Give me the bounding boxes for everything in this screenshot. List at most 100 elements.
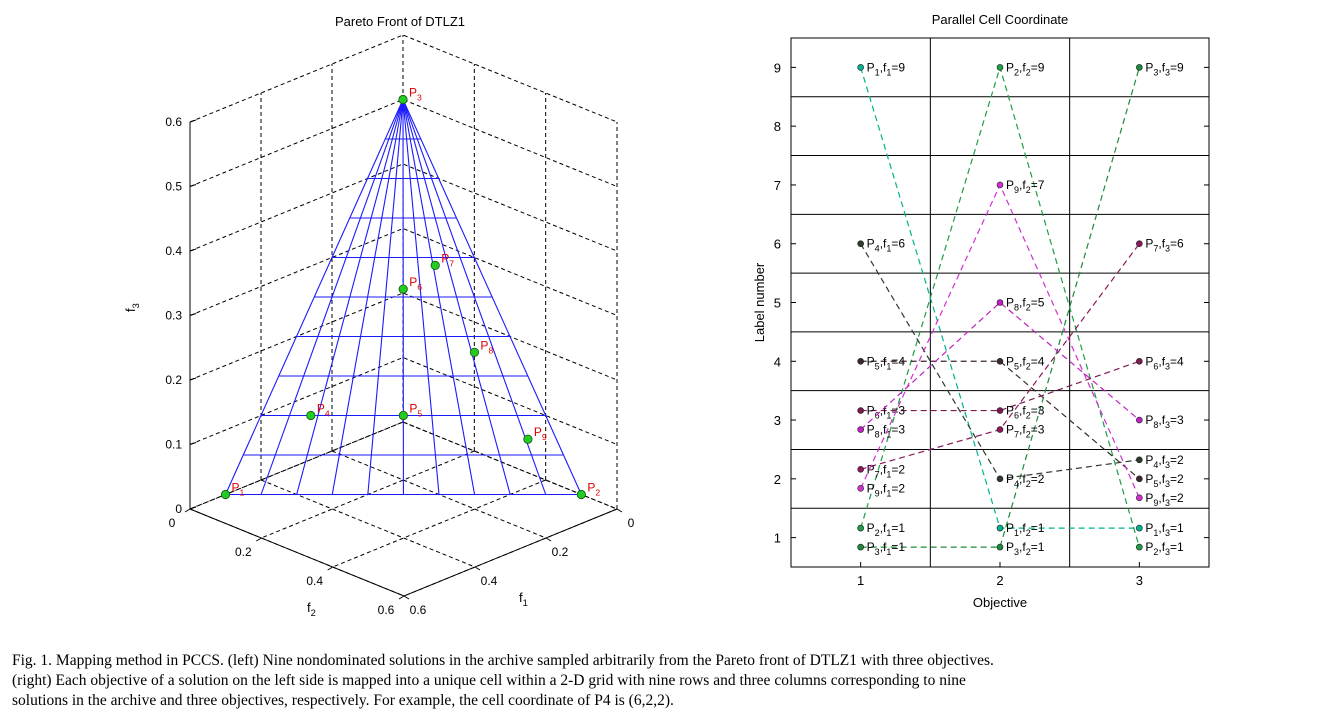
series-point-p6 [857, 407, 864, 414]
x-axis-label: Objective [973, 595, 1027, 610]
series-point-p4 [1136, 456, 1143, 464]
pareto-point-p2 [576, 489, 586, 500]
series-point-p9 [1136, 494, 1143, 502]
mesh-line [260, 99, 404, 495]
series-line-p9 [860, 183, 1140, 499]
series-label-p5: P5,f2=4 [1006, 354, 1045, 371]
pareto-point-label-p7: P7 [441, 251, 454, 268]
pareto-point-p6 [398, 284, 408, 294]
f1-tick-label: 0 [628, 516, 635, 530]
series-point-p4 [996, 475, 1004, 483]
series-point-p5 [857, 357, 864, 365]
y-tick-label: 2 [774, 472, 781, 487]
y-tick-label: 8 [774, 119, 781, 134]
series-label-p7: P7,f1=2 [867, 462, 906, 479]
y-tick-label: 4 [774, 354, 781, 369]
series-point-p9 [996, 181, 1004, 189]
series-line-p3 [860, 67, 1140, 548]
series-point-p2 [996, 64, 1004, 71]
series-label-p5: P5,f3=2 [1145, 472, 1184, 489]
series-point-p6 [996, 407, 1004, 414]
pareto-front-chart: Pareto Front of DTLZ1 0 0.1 0.2 0.3 0.4 0.5 0.6… [123, 14, 635, 618]
series-label-p6: P6,f2=3 [1006, 404, 1045, 421]
caption-line-1: Fig. 1. Mapping method in PCCS. (left) N… [12, 652, 994, 669]
series-label-p3: P3,f1=1 [867, 540, 906, 557]
series-label-p3: P3,f2=1 [1006, 540, 1045, 557]
pareto-point-label-p6: P6 [409, 275, 422, 292]
mesh-line [402, 99, 511, 495]
f1-tick [616, 508, 623, 513]
series-point-p5 [1136, 475, 1143, 483]
mesh-line [402, 99, 476, 495]
pareto-point-label-p4: P4 [317, 402, 330, 419]
series-point-p6 [1136, 357, 1143, 365]
series-label-p6: P6,f3=4 [1145, 354, 1184, 371]
right-chart-title: Parallel Cell Coordinate [932, 12, 1069, 27]
mesh-line [331, 99, 404, 495]
series-label-p7: P7,f2=3 [1006, 423, 1045, 440]
f2-tick [398, 595, 405, 600]
series-point-p4 [857, 240, 864, 248]
pareto-point-p7 [430, 260, 440, 270]
f1-axis-label: f1 [519, 590, 528, 608]
z-tick [189, 442, 197, 445]
f1-tick-label: 0.6 [410, 603, 427, 617]
mesh-line [367, 99, 404, 495]
series-label-p2: P2,f1=1 [867, 521, 906, 538]
series-label-p8: P8,f3=3 [1145, 413, 1184, 430]
pareto-point-label-p3: P3 [409, 86, 422, 103]
series-point-p7 [1136, 240, 1143, 248]
z-tick-label: 0.1 [165, 438, 182, 452]
y-tick-label: 1 [774, 531, 781, 546]
z-tick-label: 0 [175, 502, 182, 516]
f1-tick [403, 595, 410, 600]
f2-tick-label: 0.4 [306, 574, 323, 588]
pareto-surface-mesh [224, 99, 582, 496]
series-point-p9 [857, 485, 864, 492]
y-tick-label: 5 [774, 296, 781, 311]
z-tick [189, 184, 197, 187]
pareto-point-label-p2: P2 [587, 481, 600, 498]
pareto-point-label-p5: P5 [409, 402, 422, 419]
series-point-p1 [996, 524, 1004, 532]
series-point-p3 [1136, 64, 1143, 71]
f1-tick [474, 566, 481, 571]
f2-axis-label: f2 [307, 600, 316, 618]
series-label-p4: P4,f3=2 [1145, 453, 1184, 470]
z-tick-label: 0.5 [165, 180, 182, 194]
series-label-p2: P2,f2=9 [1006, 60, 1045, 77]
series-point-p8 [857, 426, 864, 433]
y-tick-label: 6 [774, 237, 781, 252]
z-tick-label: 0.4 [165, 244, 182, 258]
f2-tick-label: 0.2 [235, 545, 252, 559]
series-label-p8: P8,f2=5 [1006, 296, 1045, 313]
y-tick-label: 9 [774, 60, 781, 75]
pareto-point-p9 [523, 434, 533, 444]
pareto-point-p8 [469, 347, 480, 357]
series-label-p1: P1,f3=1 [1145, 521, 1184, 538]
series-line-p1 [860, 67, 1140, 529]
z-tick [189, 506, 197, 510]
mesh-line [402, 99, 440, 495]
y-tick-label: 7 [774, 178, 781, 193]
series-label-p9: P9,f1=2 [867, 481, 906, 498]
series-point-p8 [1136, 416, 1143, 424]
y-axis-label: Label number [752, 262, 767, 342]
z-tick [189, 248, 197, 252]
series-label-p9: P9,f3=2 [1145, 491, 1184, 508]
f2-tick [184, 508, 191, 513]
y-tick-label: 3 [774, 413, 781, 428]
series-point-p3 [857, 543, 864, 551]
mesh-line [296, 99, 404, 495]
series-point-p1 [857, 64, 864, 71]
z-tick-label: 0.2 [165, 373, 182, 387]
pareto-point-label-p1: P1 [232, 481, 245, 498]
caption-line-2: (right) Each objective of a solution on … [12, 672, 966, 689]
series-label-p1: P1,f2=1 [1006, 521, 1045, 538]
parallel-cell-chart: Parallel Cell Coordinate 1 2 3 4 5 6 7 8 9 1 2 3 Obje… [752, 12, 1210, 610]
pareto-point-p4 [306, 410, 316, 421]
series-line-p5 [860, 360, 1140, 480]
f2-tick [327, 566, 333, 571]
series-label-p1: P1,f1=9 [867, 60, 906, 77]
series-point-p2 [857, 524, 864, 532]
